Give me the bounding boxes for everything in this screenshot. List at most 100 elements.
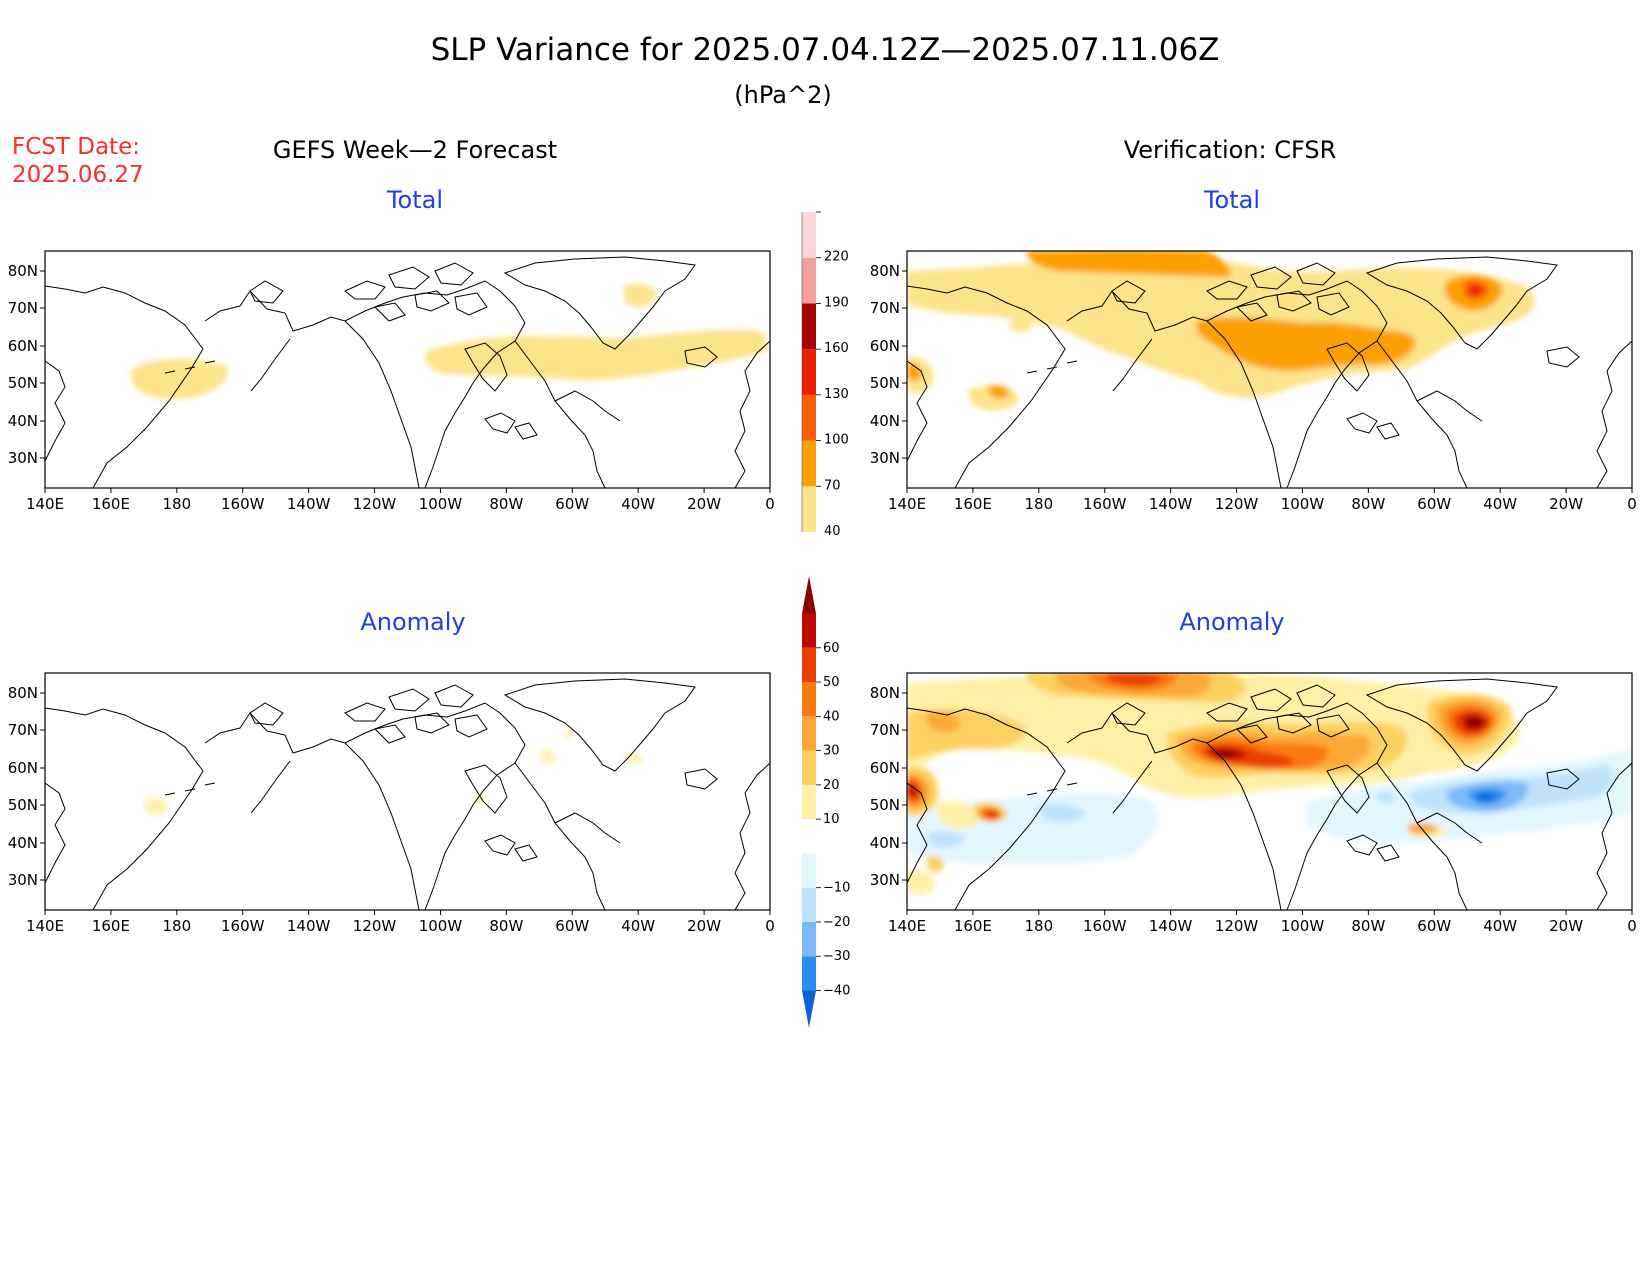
lon-label: 20W — [687, 917, 721, 935]
lon-label: 100W — [1281, 495, 1325, 513]
colorbar-anomaly-label: 40 — [823, 709, 840, 724]
lon-label: 20W — [1549, 495, 1583, 513]
shading-forecast-anomaly — [45, 673, 770, 910]
colorbar-anomaly-label: −40 — [823, 983, 850, 998]
lon-label: 120W — [353, 917, 397, 935]
lon-label: 180 — [162, 495, 191, 513]
lat-label: 50N — [870, 374, 900, 392]
lat-label: 60N — [8, 337, 38, 355]
lat-label: 80N — [8, 684, 38, 702]
colorbar-anomaly-swatch — [802, 887, 816, 922]
colorbar-total-label: 190 — [824, 295, 849, 310]
lon-label: 80W — [489, 917, 523, 935]
lat-label: 40N — [870, 412, 900, 430]
panel-title-forecast-anomaly: Anomaly — [360, 608, 465, 636]
lon-label: 140E — [888, 917, 926, 935]
lon-label: 80W — [489, 495, 523, 513]
lat-label: 60N — [870, 337, 900, 355]
colorbar-total-label: 220 — [824, 250, 849, 265]
lon-label: 160E — [954, 917, 992, 935]
lon-label: 60W — [1417, 495, 1451, 513]
lat-label: 30N — [8, 449, 38, 467]
map-panel-forecast-total: 80N 70N 60N 50N 40N 30N 140E 160E 180 160W 140W 120… — [8, 250, 775, 513]
colorbar-total-swatch — [802, 212, 816, 258]
lon-label: 140E — [26, 495, 64, 513]
lon-label: 180 — [1024, 917, 1053, 935]
colorbar-total: 40 70 100 130 160 190 220 — [801, 211, 849, 539]
lon-label: 140W — [1149, 495, 1193, 513]
lat-label: 80N — [870, 262, 900, 280]
lon-label: 140E — [26, 917, 64, 935]
colorbar-total-label: 40 — [824, 524, 841, 539]
lat-label: 60N — [870, 759, 900, 777]
lon-label: 180 — [162, 917, 191, 935]
lon-label: 160E — [92, 495, 130, 513]
colorbar-total-label: 160 — [824, 341, 849, 356]
colorbar-anomaly-label: 20 — [823, 778, 840, 793]
lat-label: 30N — [870, 449, 900, 467]
lon-label: 120W — [1215, 917, 1259, 935]
colorbar-total-swatch — [802, 486, 816, 532]
lon-label: 40W — [621, 917, 655, 935]
figure-units: (hPa^2) — [734, 81, 831, 109]
lon-label: 160W — [221, 495, 265, 513]
lon-label: 40W — [1483, 917, 1517, 935]
colorbar-anomaly-swatch — [802, 682, 816, 717]
lon-label: 0 — [1627, 495, 1637, 513]
lon-label: 160W — [1083, 917, 1127, 935]
lat-label: 80N — [8, 262, 38, 280]
lon-label: 80W — [1351, 495, 1385, 513]
lon-label: 60W — [555, 495, 589, 513]
lon-label: 120W — [1215, 495, 1259, 513]
lat-label: 70N — [8, 299, 38, 317]
lon-label: 160W — [221, 917, 265, 935]
colorbar-total-swatch — [802, 303, 816, 350]
lat-label: 70N — [870, 721, 900, 739]
colorbar-anomaly-swatch — [802, 921, 816, 957]
colorbar-anomaly: −40 −30 −20 −10 10 20 30 40 50 60 — [802, 576, 850, 1028]
colorbar-total-label: 100 — [824, 433, 849, 448]
lat-label: 50N — [870, 796, 900, 814]
column-title-forecast: GEFS Week—2 Forecast — [273, 136, 557, 164]
colorbar-anomaly-swatch — [802, 647, 816, 683]
colorbar-anomaly-label: 50 — [823, 675, 840, 690]
colorbar-anomaly-swatch — [802, 956, 816, 991]
axis-labels-forecast-total: 80N 70N 60N 50N 40N 30N 140E 160E 180 160W 140W 120… — [8, 262, 775, 513]
lon-label: 20W — [1549, 917, 1583, 935]
lon-label: 140W — [1149, 917, 1193, 935]
lat-label: 80N — [870, 684, 900, 702]
column-title-verification: Verification: CFSR — [1124, 136, 1337, 164]
shading-forecast-total — [45, 251, 770, 488]
lon-label: 60W — [555, 917, 589, 935]
lon-label: 0 — [765, 917, 775, 935]
lat-label: 70N — [8, 721, 38, 739]
axis-labels-verification-anomaly: 80N 70N 60N 50N 40N 30N 140E 160E 180 160W 140W 120… — [870, 684, 1637, 935]
colorbar-anomaly-label: 30 — [823, 744, 840, 759]
lat-label: 60N — [8, 759, 38, 777]
lon-label: 100W — [419, 495, 463, 513]
figure-title: SLP Variance for 2025.07.04.12Z—2025.07.… — [431, 32, 1220, 68]
shading-verification-total — [907, 251, 1632, 488]
lon-label: 100W — [419, 917, 463, 935]
shading-verification-anomaly — [907, 673, 1632, 910]
panel-title-verification-anomaly: Anomaly — [1179, 608, 1284, 636]
colorbar-anomaly-swatch — [802, 853, 816, 888]
lon-label: 140W — [287, 495, 331, 513]
axis-labels-forecast-anomaly: 80N 70N 60N 50N 40N 30N 140E 160E 180 160W 140W 120… — [8, 684, 775, 935]
lon-label: 60W — [1417, 917, 1451, 935]
lat-label: 40N — [870, 834, 900, 852]
lon-label: 80W — [1351, 917, 1385, 935]
lat-label: 40N — [8, 412, 38, 430]
lon-label: 180 — [1024, 495, 1053, 513]
colorbar-total-swatch — [802, 349, 816, 395]
panel-title-verification-total: Total — [1203, 186, 1260, 214]
colorbar-anomaly-label: 60 — [823, 641, 840, 656]
panel-title-forecast-total: Total — [386, 186, 443, 214]
lat-label: 50N — [8, 374, 38, 392]
lon-label: 0 — [1627, 917, 1637, 935]
lon-label: 140E — [888, 495, 926, 513]
lon-label: 0 — [765, 495, 775, 513]
colorbar-anomaly-swatch — [802, 613, 816, 648]
colorbar-anomaly-swatch — [802, 716, 816, 751]
